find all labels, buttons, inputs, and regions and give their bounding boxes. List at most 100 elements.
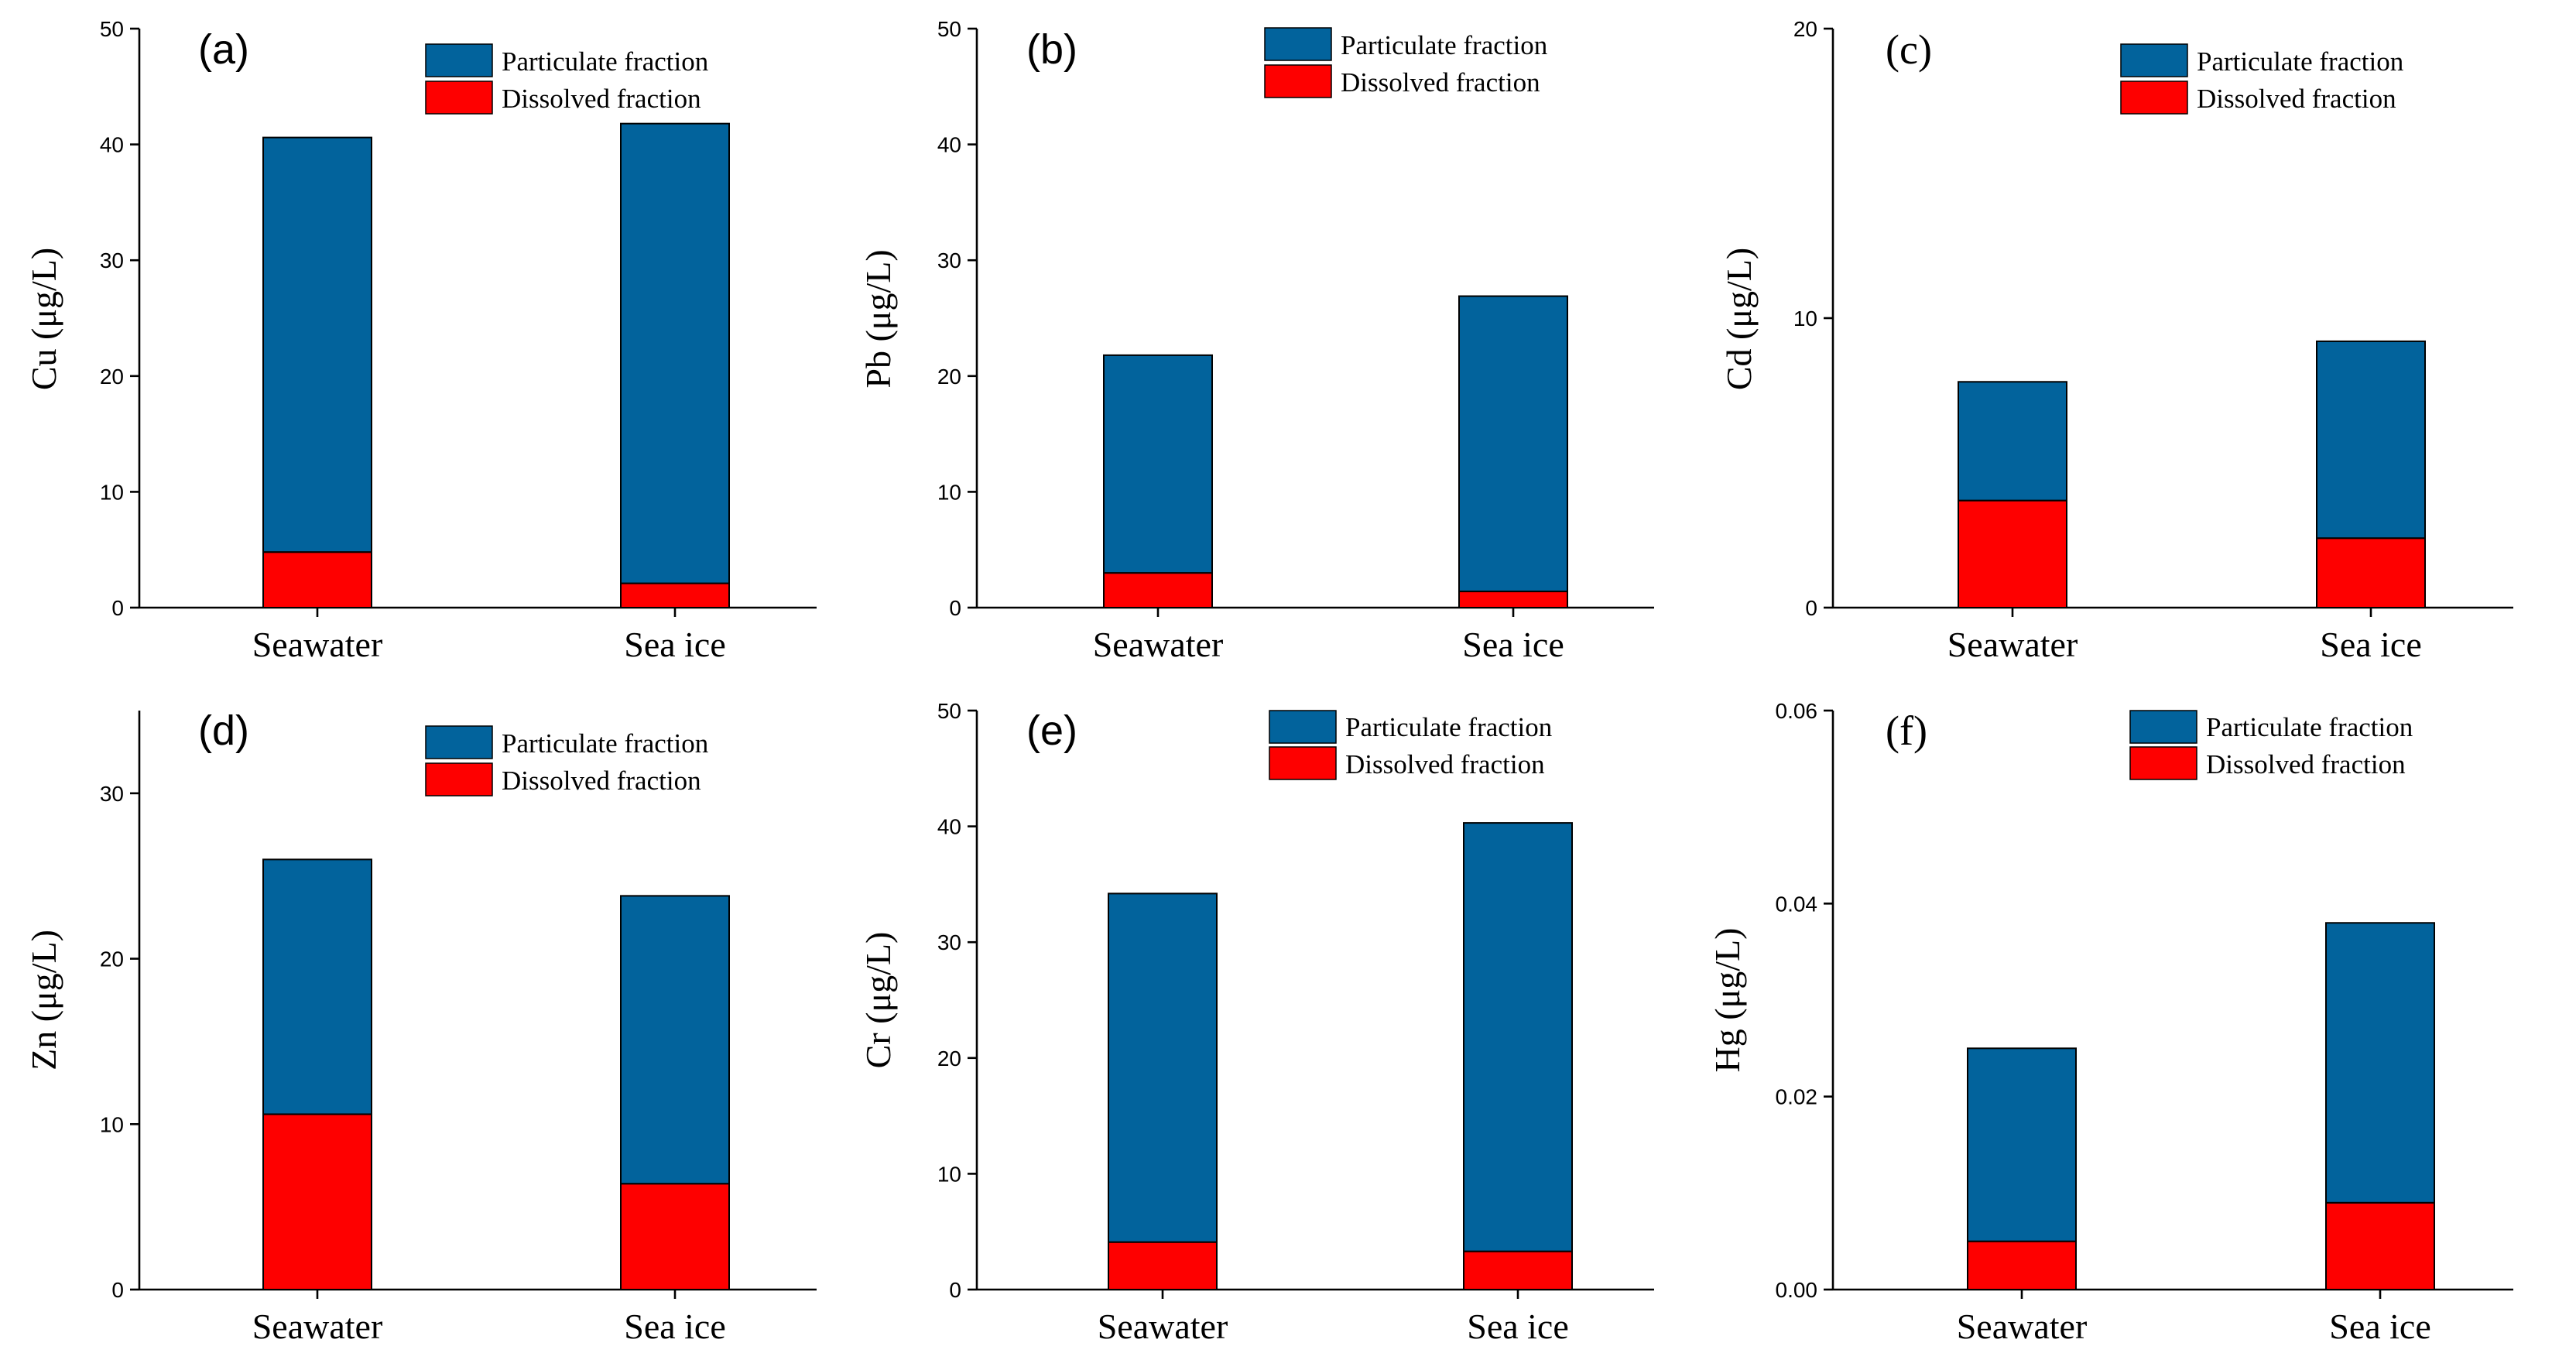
panel-c-y-axis-title: Cd (μg/L) [1719, 248, 1759, 390]
panel-b-y-tick-label: 30 [937, 248, 961, 272]
panel-b-y-tick-label: 0 [949, 596, 961, 620]
panel-c-label: (c) [1886, 26, 1932, 73]
panel-d-legend-dissolved: Dissolved fraction [502, 766, 701, 796]
panel-e-legend-dissolved-swatch [1269, 746, 1337, 780]
panel-f-bar-sea-ice-dissolved [2325, 1201, 2435, 1291]
panel-e-y-tick-label: 40 [937, 815, 961, 839]
panel-c-bar-seawater-particulate [1958, 381, 2067, 502]
panel-e-legend-dissolved: Dissolved fraction [1345, 749, 1545, 779]
panel-d-bar-seawater-dissolved [262, 1113, 372, 1291]
panel-a-legend-dissolved: Dissolved fraction [502, 84, 701, 114]
panel-f-legend-particulate: Particulate fraction [2206, 712, 2413, 742]
panel-a-legend-particulate-swatch [425, 43, 493, 77]
panel-d-y-tick-label: 10 [100, 1112, 124, 1136]
panel-a-y-tick-label: 10 [100, 480, 124, 504]
panel-d-category-seawater: Seawater [252, 1307, 383, 1346]
panel-f-category-sea-ice: Sea ice [2329, 1307, 2431, 1346]
panel-a-y-ticks: 0 10 20 30 40 50 [100, 17, 677, 620]
panel-f-y-tick-label: 0.02 [1776, 1085, 1818, 1109]
panel-b-bar-seawater-dissolved [1103, 572, 1213, 608]
panel-f-legend-dissolved: Dissolved fraction [2206, 749, 2406, 779]
panel-c-legend-dissolved: Dissolved fraction [2197, 84, 2396, 114]
panel-b-legend-particulate: Particulate fraction [1341, 30, 1547, 60]
panel-f-bar-seawater-particulate [1967, 1047, 2077, 1242]
panel-c-category-seawater: Seawater [1947, 625, 2078, 664]
panel-a-bars [262, 122, 730, 609]
panel-d-legend-particulate: Particulate fraction [502, 728, 708, 759]
panel-f-y-tick-label: 0.00 [1776, 1278, 1818, 1302]
panel-a-y-tick-label: 30 [100, 248, 124, 272]
panel-e-legend-particulate: Particulate fraction [1345, 712, 1552, 742]
panel-a-chart: (a) Cu (μg/L) 0 10 20 30 40 50 Seawater Sea i… [24, 17, 817, 664]
panel-e-y-tick-label: 0 [949, 1278, 961, 1302]
panel-d-legend-dissolved-swatch [425, 762, 493, 796]
panel-b-legend-dissolved: Dissolved fraction [1341, 67, 1540, 98]
panel-f-bar-seawater-dissolved [1967, 1240, 2077, 1290]
panel-a-y-tick-label: 50 [100, 17, 124, 41]
panel-d-bar-seawater-particulate [262, 858, 372, 1115]
panel-e-bar-sea-ice-dissolved [1463, 1250, 1573, 1290]
panel-e-bar-sea-ice-particulate [1463, 822, 1573, 1252]
panel-c-y-ticks: 0 10 20 [1793, 17, 2372, 620]
panel-b-legend-particulate-swatch [1264, 27, 1332, 61]
panel-e-category-seawater: Seawater [1098, 1307, 1228, 1346]
panel-b-chart: (b) Pb (μg/L) 0 10 20 30 40 50 Seawater Sea i… [858, 17, 1654, 664]
panel-d-category-sea-ice: Sea ice [624, 1307, 726, 1346]
panel-d-bar-sea-ice-particulate [620, 895, 730, 1185]
panel-e-y-tick-label: 10 [937, 1162, 961, 1186]
panel-c-legend-dissolved-swatch [2120, 81, 2188, 115]
panel-f-legend-particulate-swatch [2129, 710, 2197, 744]
panel-a-y-axis-title: Cu (μg/L) [24, 248, 63, 390]
panel-c-y-tick-label: 10 [1793, 307, 1817, 331]
panel-e-y-axis-title: Cr (μg/L) [858, 932, 898, 1069]
panel-a-bar-seawater-dissolved [262, 551, 372, 609]
panel-d-y-tick-label: 0 [111, 1278, 124, 1302]
panel-f-bar-sea-ice-particulate [2325, 922, 2435, 1204]
panel-d-bar-sea-ice-dissolved [620, 1183, 730, 1291]
panel-a-bar-sea-ice-particulate [620, 122, 730, 584]
panel-e-bar-seawater-particulate [1108, 892, 1218, 1243]
panel-e-bar-seawater-dissolved [1108, 1241, 1218, 1290]
panel-a-y-tick-label: 0 [111, 596, 124, 620]
panel-d-y-tick-label: 30 [100, 782, 124, 806]
panel-b-bars [1103, 295, 1568, 609]
panel-d-bars [262, 858, 730, 1291]
panel-b-y-tick-label: 20 [937, 365, 961, 389]
panel-a-category-seawater: Seawater [252, 625, 383, 664]
panel-b-bar-sea-ice-particulate [1458, 295, 1568, 593]
panel-b-label: (b) [1026, 26, 1077, 73]
panel-a-bar-sea-ice-dissolved [620, 582, 730, 608]
panel-b-bar-sea-ice-dissolved [1458, 591, 1568, 609]
panel-f-label: (f) [1886, 707, 1927, 754]
panel-f-y-tick-label: 0.04 [1776, 892, 1818, 916]
panel-f-category-seawater: Seawater [1957, 1307, 2088, 1346]
panel-a-legend-dissolved-swatch [425, 81, 493, 115]
panel-d-label: (d) [198, 707, 249, 754]
panel-d-y-axis-title: Zn (μg/L) [24, 930, 63, 1071]
panel-e-label: (e) [1026, 707, 1077, 754]
panel-c-legend-particulate: Particulate fraction [2197, 46, 2403, 77]
panel-e-y-tick-label: 30 [937, 930, 961, 954]
panel-e-chart: (e) Cr (μg/L) 0 10 20 30 40 50 Seawater Sea i… [858, 699, 1654, 1346]
panel-a-bar-seawater-particulate [262, 136, 372, 553]
panel-f-bars [1967, 922, 2435, 1291]
panel-a-category-sea-ice: Sea ice [624, 625, 726, 664]
panel-d-y-tick-label: 20 [100, 947, 124, 971]
panel-e-legend-particulate-swatch [1269, 710, 1337, 744]
panel-c-bars [1958, 340, 2426, 608]
panel-e-y-tick-label: 50 [937, 699, 961, 723]
panel-b-y-tick-label: 50 [937, 17, 961, 41]
panel-b-y-ticks: 0 10 20 30 40 50 [937, 17, 1515, 620]
panel-e-y-tick-label: 20 [937, 1047, 961, 1071]
panel-f-y-tick-label: 0.06 [1776, 699, 1818, 723]
panel-c-bar-sea-ice-dissolved [2316, 537, 2426, 608]
panel-e-bars [1108, 822, 1573, 1290]
panel-a-y-tick-label: 20 [100, 365, 124, 389]
panel-f-y-axis-title: Hg (μg/L) [1708, 928, 1747, 1073]
panel-b-category-sea-ice: Sea ice [1462, 625, 1564, 664]
panel-c-y-tick-label: 0 [1805, 596, 1817, 620]
panel-e-y-ticks: 0 10 20 30 40 50 [937, 699, 1519, 1302]
panel-c-y-tick-label: 20 [1793, 17, 1817, 41]
panel-f-y-ticks: 0.00 0.02 0.04 0.06 [1776, 699, 2382, 1302]
